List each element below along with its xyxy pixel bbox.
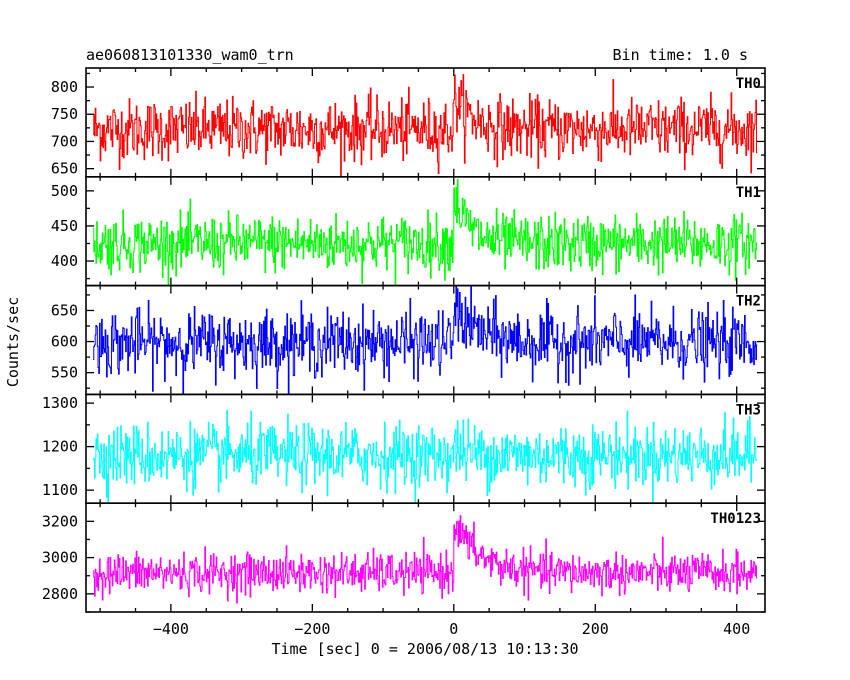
y-tick-label: 550: [51, 364, 78, 382]
y-tick-label: 650: [51, 301, 78, 319]
panel-th0: 650 700 750 800 TH0: [51, 67, 766, 178]
y-tick-label: 1100: [42, 481, 78, 499]
x-tick-label: 400: [723, 620, 750, 638]
y-axis-label: Counts/sec: [4, 297, 22, 387]
y-tick-label: 1300: [42, 394, 78, 412]
y-tick-label: 650: [51, 160, 78, 178]
chart-title: ae060813101330_wam0_trn: [86, 46, 294, 64]
panel-th0123: 2800 3000 3200 TH0123: [42, 502, 766, 613]
y-tick-label: 500: [51, 182, 78, 200]
series-line-th0123: [93, 515, 758, 604]
y-tick-label: 1200: [42, 438, 78, 456]
series-line-th1: [93, 178, 758, 286]
x-tick-label: −400: [153, 620, 189, 638]
y-tick-label: 800: [51, 78, 78, 96]
panel-label: TH0123: [710, 511, 761, 527]
series-line-th3: [93, 410, 758, 504]
y-tick-label: 3200: [42, 512, 78, 530]
panel-th1: 400 450 500 TH1: [51, 176, 766, 287]
x-tick-label: 200: [582, 620, 609, 638]
y-tick-label: 2800: [42, 585, 78, 603]
x-tick-label: −200: [294, 620, 330, 638]
x-tick-label: 0: [449, 620, 458, 638]
y-tick-label: 700: [51, 132, 78, 150]
panel-label: TH3: [736, 402, 761, 418]
series-line-th0: [93, 74, 758, 177]
panel-label: TH0: [736, 76, 761, 92]
panel-stack: 650 700 750 800 TH0 400 450 500 TH1 550 600 650 TH2 1…: [42, 67, 766, 638]
y-tick-label: 750: [51, 105, 78, 123]
panel-label: TH2: [736, 294, 761, 310]
y-tick-label: 400: [51, 252, 78, 270]
panel-th2: 550 600 650 TH2: [51, 284, 766, 396]
y-tick-label: 450: [51, 217, 78, 235]
y-tick-label: 3000: [42, 549, 78, 567]
panel-label: TH1: [736, 185, 761, 201]
bin-time-label: Bin time: 1.0 s: [613, 46, 748, 64]
series-line-th2: [93, 285, 758, 395]
panel-th3: 1100 1200 1300 TH3: [42, 393, 766, 504]
x-axis-label: Time [sec] 0 = 2006/08/13 10:13:30: [271, 640, 578, 658]
y-tick-label: 600: [51, 333, 78, 351]
